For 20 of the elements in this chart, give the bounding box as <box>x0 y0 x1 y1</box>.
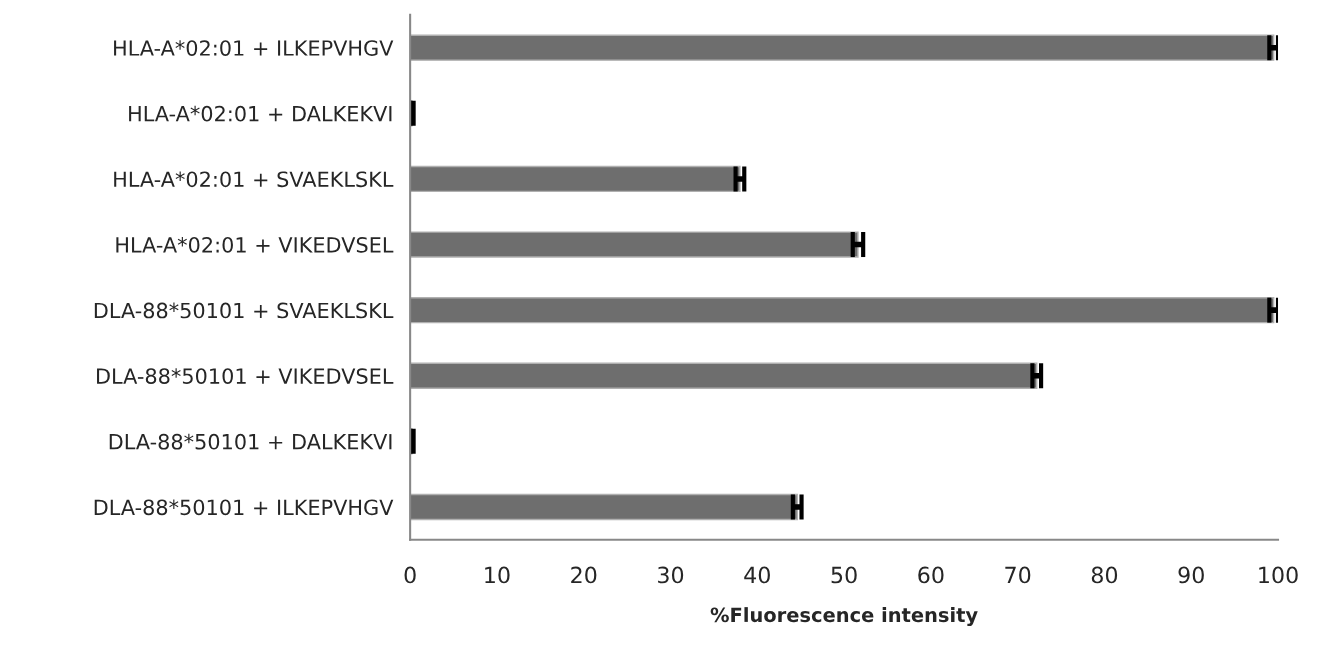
y-tick-label: HLA-A*02:01 + VIKEDVSEL <box>116 236 394 253</box>
x-tick-label: 20 <box>571 566 597 584</box>
x-tick-label: 100 <box>1259 566 1298 584</box>
x-tick-label: 80 <box>1091 566 1118 584</box>
y-tick-label: DLA-88*50101 + VIKEDVSEL <box>97 368 394 384</box>
x-tick-label: 0 <box>404 566 416 584</box>
x-axis-title: %Fluorescence intensity <box>710 607 978 627</box>
x-tick-label: 50 <box>831 566 857 584</box>
x-tick-label: 10 <box>485 566 510 584</box>
x-tick-label: 90 <box>1178 566 1204 584</box>
x-tick-label: 30 <box>658 566 684 584</box>
x-tick-label: 60 <box>918 566 944 584</box>
y-tick-label: DLA-88*50101 + SVAEKLSKL <box>94 302 394 319</box>
y-tick-label: DLA-88*50101 + ILKEPVHGV <box>94 499 394 516</box>
x-tick-label: 40 <box>744 566 770 584</box>
y-tick-label: DLA-88*50101 + DALKEKVI <box>109 433 392 450</box>
y-tick-label: HLA-A*02:01 + DALKEKVI <box>129 105 392 122</box>
y-tick-label: HLA-A*02:01 + ILKEPVHGV <box>114 40 394 56</box>
y-tick-label: HLA-A*02:01 + SVAEKLSKL <box>114 171 394 188</box>
x-tick-label: 70 <box>1005 566 1031 584</box>
